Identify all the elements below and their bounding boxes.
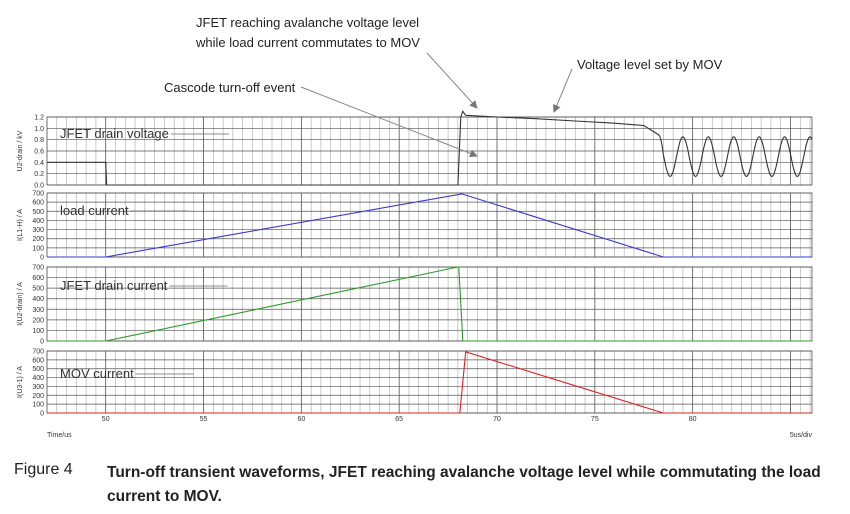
y-tick-label: 100	[32, 245, 44, 252]
x-tick-label: 55	[200, 416, 208, 423]
y-axis-label: U2-drain / kV	[17, 130, 24, 171]
y-tick-label: 300	[32, 227, 44, 234]
trace-label-jfet: JFET drain current	[60, 278, 168, 293]
y-tick-label: 600	[32, 275, 44, 282]
x-tick-label: 60	[297, 416, 305, 423]
y-tick-label: 0	[40, 339, 44, 346]
y-tick-label: 300	[32, 384, 44, 391]
y-tick-label: 600	[32, 200, 44, 207]
x-axis-label: Time/us	[47, 432, 72, 439]
figure-number: Figure 4	[14, 461, 73, 478]
panel-frame	[46, 192, 813, 258]
trace-load	[47, 193, 812, 258]
annotation-mov-voltage: Voltage level set by MOV	[577, 57, 723, 72]
trace-label-mov: MOV current	[60, 366, 134, 381]
y-tick-label: 500	[32, 366, 44, 373]
annotation-avalanche-line1: JFET reaching avalanche voltage level	[196, 15, 419, 30]
y-tick-label: 200	[32, 236, 44, 243]
panel-jfet: 0 100 200 300 400 500 600 700 I(U2-drain) / A JFE…	[17, 265, 813, 346]
y-tick-label: 0.2	[34, 171, 44, 178]
arrow-mov-voltage	[553, 68, 573, 113]
y-tick-label: 400	[32, 218, 44, 225]
x-scale-label: 5us/div	[790, 432, 813, 439]
y-tick-label: 100	[32, 402, 44, 409]
trace-voltage	[47, 110, 813, 186]
arrow-avalanche	[426, 52, 478, 109]
y-axis-label: I(U2-drain) / A	[17, 282, 24, 326]
oscilloscope-chart: 0.0 0.2 0.4 0.6 0.8 1.0 1.2 U2-drain / kV JFET d…	[17, 15, 813, 439]
y-tick-label: 700	[32, 265, 44, 272]
y-tick-label: 600	[32, 357, 44, 364]
trace-mov	[47, 351, 812, 414]
y-tick-label: 100	[32, 328, 44, 335]
annotation-avalanche-line2: while load current commutates to MOV	[195, 35, 420, 50]
y-tick-label: 0.8	[34, 137, 44, 144]
x-tick-label: 70	[493, 416, 501, 423]
y-tick-label: 500	[32, 286, 44, 293]
y-tick-label: 0.6	[34, 149, 44, 156]
x-tick-label: 50	[102, 416, 110, 423]
y-axis-label: I(L1-H) / A	[17, 209, 24, 241]
panel-voltage: 0.0 0.2 0.4 0.6 0.8 1.0 1.2 U2-drain / kV JFET d…	[17, 110, 813, 190]
y-axis-label: I(U3-1) / A	[17, 366, 24, 398]
panel-load: 0 100 200 300 400 500 600 700 I(L1-H) / A load cu…	[17, 191, 813, 262]
y-tick-label: 700	[32, 349, 44, 356]
y-tick-label: 700	[32, 191, 44, 198]
arrow-cascode-turnoff	[300, 86, 478, 158]
trace-label-voltage: JFET drain voltage	[60, 126, 169, 141]
y-tick-label: 0.4	[34, 160, 44, 167]
y-tick-label: 400	[32, 296, 44, 303]
trace-label-load: load current	[60, 203, 129, 218]
y-tick-label: 0.0	[34, 183, 44, 190]
x-tick-label: 80	[689, 416, 697, 423]
y-tick-label: 500	[32, 209, 44, 216]
y-tick-label: 0	[40, 255, 44, 262]
panel-frame	[46, 266, 813, 342]
trace-jfet	[47, 266, 812, 342]
figure-caption-text: Turn-off transient waveforms, JFET reach…	[107, 464, 821, 505]
annotation-cascode-turnoff: Cascode turn-off event	[164, 80, 296, 95]
x-tick-label: 75	[591, 416, 599, 423]
x-tick-label: 65	[395, 416, 403, 423]
y-tick-label: 0	[40, 411, 44, 418]
y-tick-label: 400	[32, 375, 44, 382]
y-tick-label: 200	[32, 317, 44, 324]
y-tick-label: 1.2	[34, 115, 44, 122]
y-tick-label: 300	[32, 307, 44, 314]
panel-frame	[46, 350, 813, 414]
y-tick-label: 200	[32, 393, 44, 400]
y-tick-label: 1.0	[34, 126, 44, 133]
